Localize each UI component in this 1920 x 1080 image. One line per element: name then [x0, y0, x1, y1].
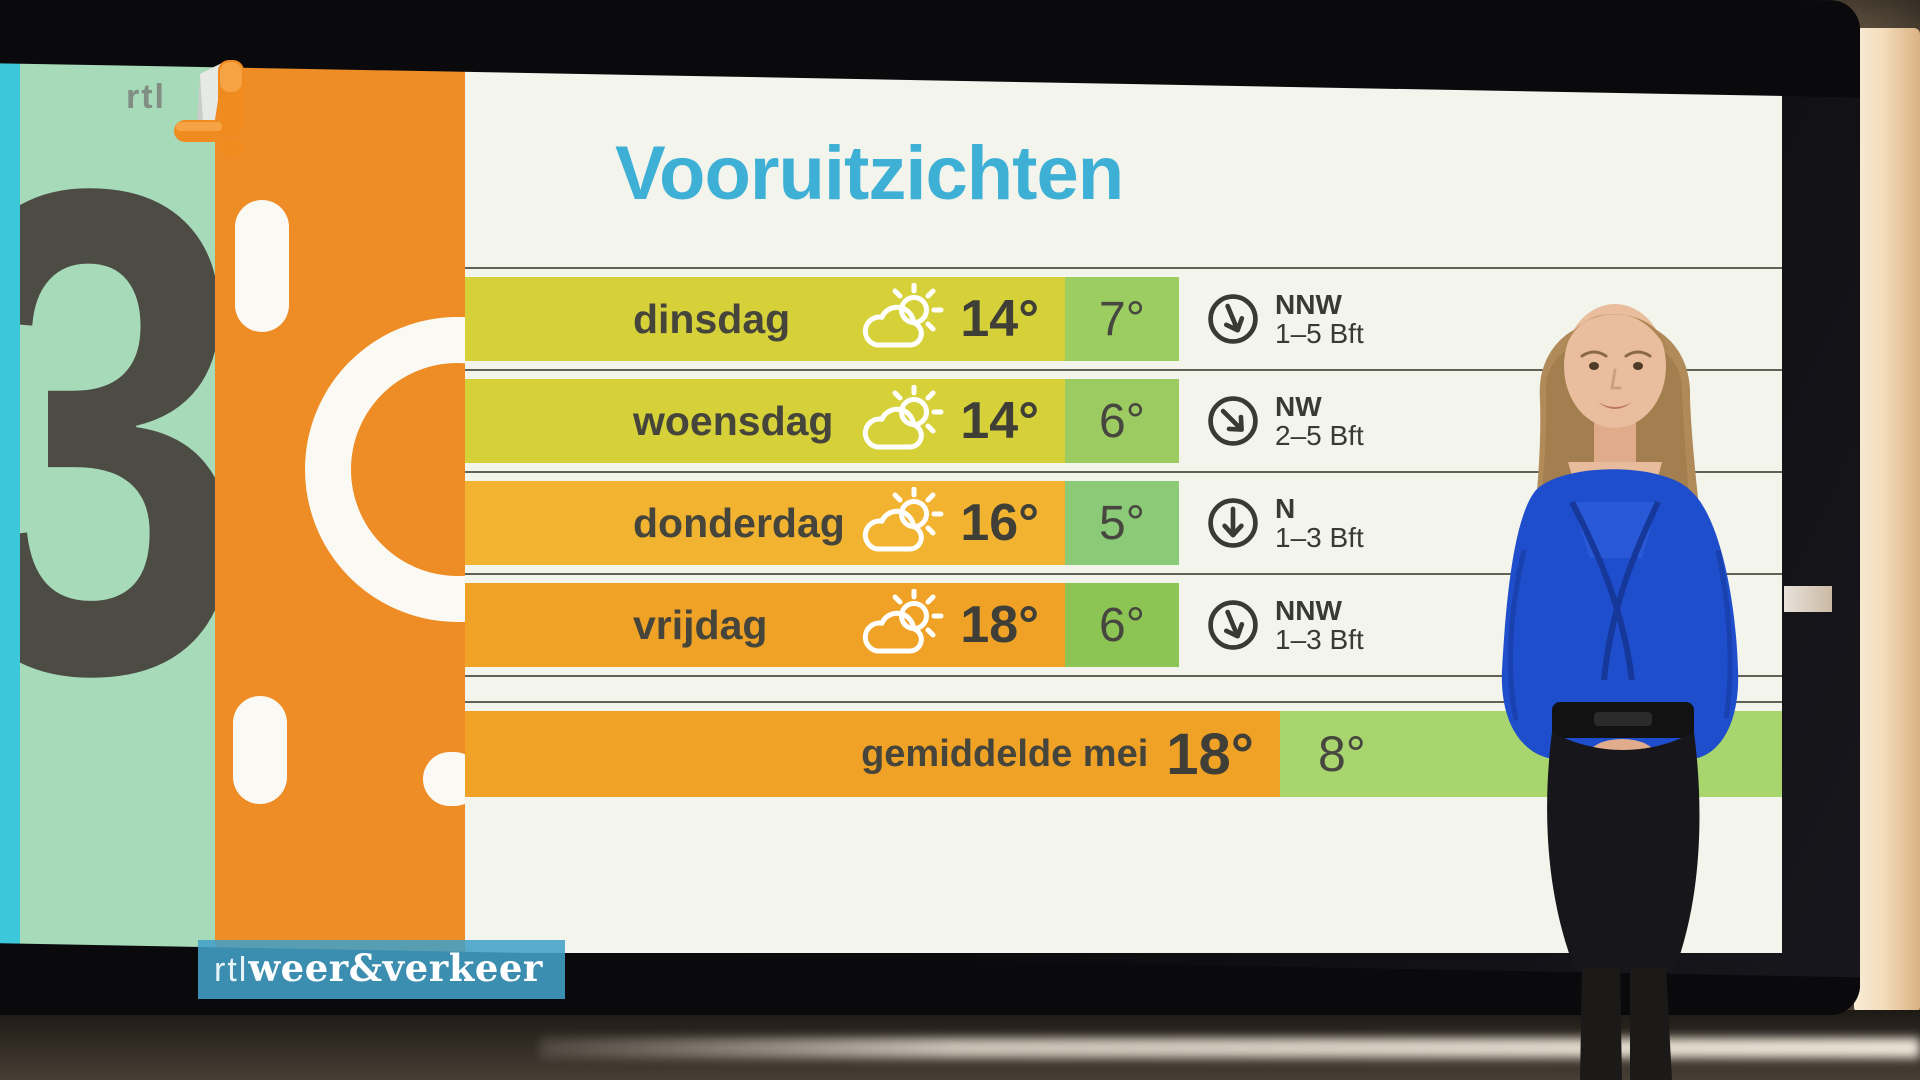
- wind-cell: NW 2–5 Bft: [1179, 379, 1782, 463]
- max-temp: 16°: [960, 494, 1039, 552]
- wind-direction: N: [1275, 492, 1296, 524]
- average-max-temp: 18°: [1166, 721, 1254, 787]
- rtl4-number-icon: [174, 60, 244, 158]
- forecast-row: dinsdag 14° 7°: [465, 277, 1782, 361]
- sun-cloud-icon: [862, 487, 944, 552]
- day-cell: woensdag 14°: [465, 379, 1065, 463]
- bezel-connector: [1784, 586, 1832, 612]
- average-label-cell: gemiddelde mei 18°: [465, 711, 1280, 797]
- wind-cell: NNW 1–5 Bft: [1179, 277, 1782, 361]
- sun-ray-icon: [233, 696, 287, 804]
- row-separator: [465, 369, 1782, 371]
- max-temp: 14°: [960, 392, 1039, 450]
- min-temp-cell: 6°: [1065, 379, 1179, 463]
- forecast-rows: dinsdag 14° 7°: [465, 267, 1782, 797]
- sun-cloud-icon: [862, 385, 944, 450]
- wind-force: 1–3 Bft: [1275, 522, 1364, 553]
- forecast-row: woensdag 14° 6°: [465, 379, 1782, 463]
- max-temp: 14°: [960, 290, 1039, 348]
- wind-cell: NNW 1–3 Bft: [1179, 583, 1782, 667]
- sun-ray-icon: [423, 752, 465, 806]
- average-label: gemiddelde mei: [861, 732, 1149, 775]
- wind-direction: NNW: [1275, 288, 1342, 320]
- min-temp: 6°: [1099, 394, 1145, 448]
- min-temp: 5°: [1099, 496, 1145, 550]
- program-logo-prefix: rtl: [214, 951, 249, 989]
- forecast-row: donderdag 16° 5°: [465, 481, 1782, 565]
- day-label: woensdag: [633, 397, 834, 444]
- day-cell: donderdag 16°: [465, 481, 1065, 565]
- day-label: vrijdag: [633, 601, 768, 648]
- row-separator: [465, 701, 1782, 703]
- wind-force: 1–5 Bft: [1275, 318, 1364, 349]
- min-temp-cell: 7°: [1065, 277, 1179, 361]
- wind-direction-icon: [1208, 396, 1258, 446]
- wind-direction: NNW: [1275, 594, 1342, 626]
- cyan-strip: [0, 52, 20, 953]
- wind-direction-icon: [1208, 498, 1258, 548]
- floor-light-strip: [540, 1038, 1920, 1058]
- day-label: donderdag: [633, 499, 845, 546]
- channel-logo: rtl: [126, 56, 250, 160]
- program-logo: rtl weer&verkeer: [198, 940, 565, 999]
- wind-direction-icon: [1208, 600, 1258, 650]
- day-label: dinsdag: [633, 295, 791, 342]
- rtl-text: rtl: [126, 78, 166, 116]
- sun-ray-icon: [235, 200, 289, 332]
- sun-band: [215, 52, 465, 953]
- countdown-digit: 3: [20, 87, 215, 777]
- max-temp: 18°: [960, 596, 1039, 654]
- average-min-temp: 8°: [1318, 726, 1366, 782]
- studio-light-panel: [1854, 28, 1920, 1013]
- wind-cell: N 1–3 Bft: [1179, 481, 1782, 565]
- day-cell: vrijdag 18°: [465, 583, 1065, 667]
- row-separator: [465, 471, 1782, 473]
- mint-band: 3: [20, 52, 215, 953]
- min-temp: 6°: [1099, 598, 1145, 652]
- screen-content: 3 Vooruitzichten dinsdag: [0, 52, 1782, 953]
- row-separator: [465, 267, 1782, 269]
- panel-title: Vooruitzichten: [615, 131, 1124, 216]
- min-temp-cell: 5°: [1065, 481, 1179, 565]
- sun-logo-ring: [305, 317, 465, 622]
- row-separator: [465, 573, 1782, 575]
- min-temp: 7°: [1099, 292, 1145, 346]
- forecast-row: vrijdag 18° 6°: [465, 583, 1782, 667]
- day-cell: dinsdag 14°: [465, 277, 1065, 361]
- sun-cloud-icon: [862, 283, 944, 348]
- sun-cloud-icon: [862, 589, 944, 654]
- wind-force: 1–3 Bft: [1275, 624, 1364, 655]
- wind-direction: NW: [1275, 390, 1322, 422]
- min-temp-cell: 6°: [1065, 583, 1179, 667]
- wind-force: 2–5 Bft: [1275, 420, 1364, 451]
- weather-presenter: [1501, 304, 1739, 1080]
- row-separator: [465, 675, 1782, 677]
- wind-direction-icon: [1208, 294, 1258, 344]
- program-logo-title: weer&verkeer: [248, 946, 543, 990]
